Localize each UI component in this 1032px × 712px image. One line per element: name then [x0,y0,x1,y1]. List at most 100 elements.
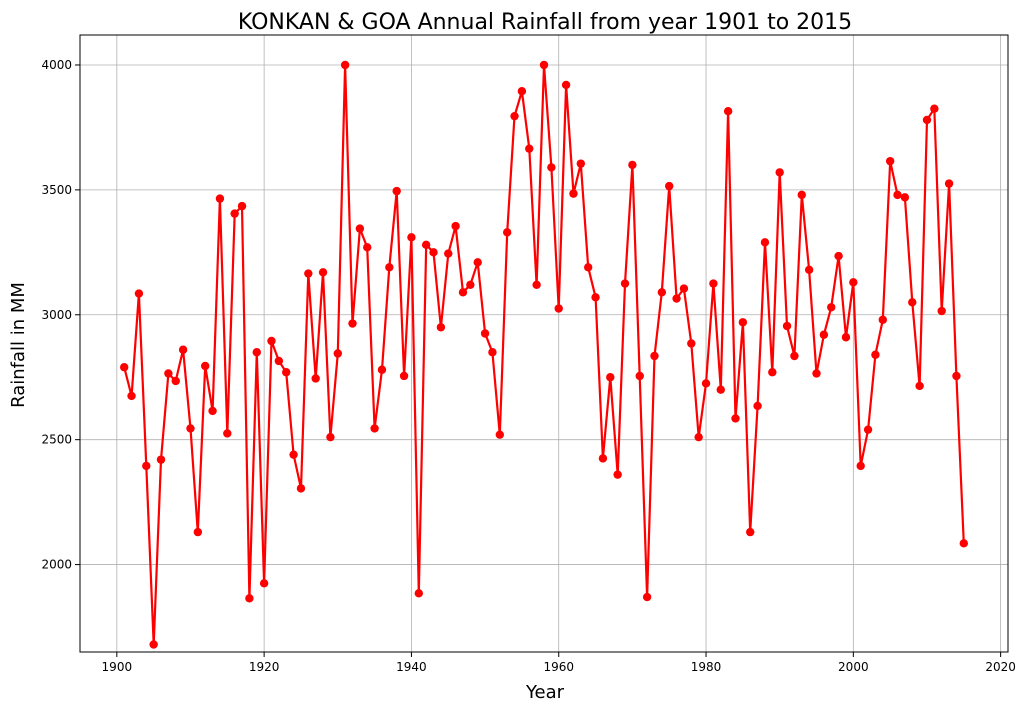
data-point [193,527,203,537]
data-point [311,374,320,383]
data-point [554,304,563,313]
data-point [701,379,711,388]
data-point [863,425,873,434]
data-point [657,288,667,297]
series-line [123,63,965,646]
data-point [142,461,151,471]
data-point [841,333,851,342]
data-point [525,144,534,153]
data-point [635,371,644,381]
data-point [289,450,298,459]
y-axis-label: Rainfall in MM [8,282,29,408]
data-point [775,168,784,177]
data-point [738,318,748,327]
data-point [385,263,394,272]
data-point [539,60,549,70]
data-point [620,279,630,288]
data-point [576,159,586,168]
data-point [790,351,799,361]
data-point [819,330,829,339]
y-tick-label: 2000 [41,558,72,572]
series-layer [119,60,969,649]
y-tick-label: 4000 [41,58,72,72]
x-axis-ticks: 1900 1920 1940 1960 1980 2000 2020 [102,652,1016,674]
data-point [407,233,416,242]
data-point [326,432,335,442]
data-point [274,356,284,366]
data-point [834,251,843,261]
x-tick-label: 2020 [985,660,1016,674]
data-point [878,315,887,324]
data-point [915,381,924,391]
data-point [510,111,519,121]
data-point [488,348,497,357]
data-point [495,430,505,439]
data-point [377,365,387,374]
data-point [731,414,740,423]
data-point [782,321,792,331]
data-point [267,336,276,346]
data-point [517,87,527,96]
data-point [583,263,593,272]
data-point [171,376,180,386]
data-point [672,294,681,303]
data-point [156,455,166,464]
data-point [849,278,858,287]
data-point [952,371,961,381]
data-point [885,156,895,166]
data-point [532,280,541,289]
data-point [252,348,261,357]
data-point [768,368,777,377]
x-tick-label: 2000 [838,660,869,674]
x-tick-label: 1960 [543,660,574,674]
data-point [259,579,269,588]
data-point [480,329,490,338]
data-point [348,319,357,328]
data-point [871,350,880,359]
data-point [223,429,232,438]
data-point [414,589,423,598]
data-point [149,640,158,649]
data-point [665,181,674,191]
data-point [709,279,718,288]
data-point [436,323,446,332]
data-point [466,280,475,289]
data-point [119,363,129,372]
data-point [473,258,482,267]
data-point [922,115,932,125]
data-point [304,269,313,278]
data-point [827,303,836,312]
data-point [797,190,806,200]
data-point [363,243,372,252]
data-point [458,288,468,297]
data-point [569,189,578,198]
data-point [694,432,703,442]
data-point [421,240,431,250]
data-point [893,190,902,200]
data-point [561,80,571,90]
data-point [355,224,365,233]
data-point [215,194,225,203]
data-point [186,424,195,433]
data-point [937,306,946,316]
grid-lines [80,35,1008,652]
x-tick-label: 1900 [102,660,133,674]
data-point [746,527,755,537]
data-point [399,371,409,381]
x-tick-label: 1940 [396,660,427,674]
data-point [237,201,247,211]
data-point [127,391,136,401]
data-point [282,368,291,377]
data-point [318,268,328,277]
data-point [201,361,210,371]
data-point [245,594,254,603]
data-point [547,163,556,172]
y-tick-label: 3000 [41,308,72,322]
data-point [856,461,865,471]
data-point [444,249,453,258]
data-point [908,298,917,307]
x-tick-label: 1980 [691,660,722,674]
data-point [451,221,460,231]
data-point [812,369,821,378]
data-point [930,104,939,113]
